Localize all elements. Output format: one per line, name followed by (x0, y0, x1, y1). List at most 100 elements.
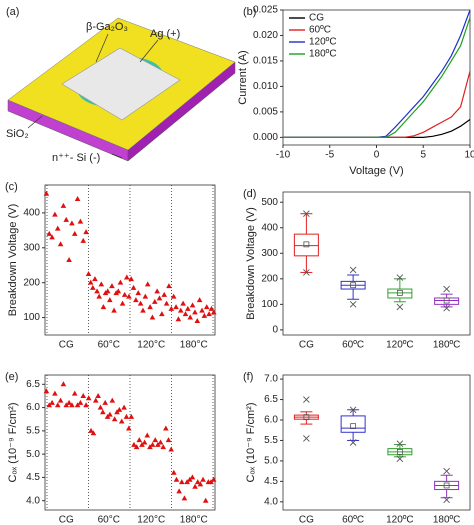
point (178, 479, 185, 485)
point (142, 293, 149, 299)
point (117, 279, 124, 285)
point (135, 290, 142, 296)
point (121, 291, 128, 297)
x-tick-label: 5 (420, 150, 426, 161)
x-axis-title: Voltage (V) (349, 165, 403, 177)
point (126, 425, 132, 431)
point (144, 281, 151, 287)
point (94, 288, 100, 294)
point (124, 274, 130, 280)
point (147, 304, 153, 310)
y-tick-label: 200 (261, 273, 278, 284)
point (149, 441, 156, 447)
ag-electrode (61, 47, 181, 121)
box (387, 288, 413, 299)
x-tick-label: 60°C (98, 515, 120, 525)
y-tick-label: 0.015 (253, 56, 278, 67)
y-axis-title: Breakdown Voltage (V) (7, 204, 19, 317)
y-tick-label: 6.0 (264, 415, 278, 426)
point (69, 402, 75, 408)
y-tick-label: 100 (261, 299, 278, 310)
y-tick-label: 4.5 (26, 472, 40, 483)
legend-label: 60ºC (309, 25, 331, 36)
y-tick-label: 300 (261, 248, 278, 259)
label: β-Ga₂O₃ (86, 21, 128, 33)
label: SiO₂ (6, 128, 29, 140)
point (206, 311, 212, 317)
y-tick-label: 0.025 (253, 5, 278, 16)
panel-label: (d) (243, 188, 256, 200)
mean (303, 241, 310, 248)
x-tick-label: 120ºC (386, 515, 414, 525)
y-tick-label: 5.0 (26, 449, 40, 460)
point (175, 316, 182, 322)
point (77, 399, 84, 405)
point (144, 432, 151, 438)
y-tick-label: 5.5 (264, 435, 278, 446)
point (57, 397, 64, 403)
series-line (283, 70, 471, 138)
point (71, 390, 78, 396)
point (88, 427, 94, 433)
extreme-marker (303, 269, 310, 276)
point (87, 279, 94, 285)
point (119, 300, 126, 306)
x-tick-label: 180°C (180, 515, 208, 525)
point (83, 229, 89, 235)
x-tick-label: CG (59, 340, 74, 351)
extreme-marker (396, 303, 404, 311)
point (189, 474, 196, 480)
point (180, 300, 186, 306)
x-tick-label: 180ºC (433, 340, 461, 351)
y-tick-label: 0 (272, 325, 278, 336)
point (52, 211, 58, 217)
plot-frame (282, 374, 471, 511)
point (111, 307, 117, 313)
point (163, 425, 169, 431)
point (111, 416, 118, 422)
y-tick-label: 0.000 (253, 132, 278, 143)
point (177, 307, 184, 313)
point (131, 441, 137, 447)
point (182, 311, 189, 317)
point (69, 220, 75, 226)
point (151, 298, 158, 304)
extreme-marker (443, 304, 450, 312)
point (141, 439, 148, 445)
x-tick-label: -5 (325, 150, 334, 161)
point (46, 230, 53, 236)
point (63, 216, 70, 222)
point (104, 288, 111, 294)
point (200, 476, 206, 482)
extreme-marker (443, 285, 450, 293)
point (98, 281, 105, 287)
mean (396, 449, 403, 455)
point (128, 276, 134, 282)
x-tick-label: CG (59, 515, 74, 525)
x-tick-label: 0 (374, 150, 380, 161)
y-axis-title: Current (A) (237, 50, 249, 104)
point (116, 406, 123, 412)
point (60, 381, 67, 387)
point (168, 446, 174, 452)
mean (350, 282, 357, 289)
point (197, 481, 204, 487)
extreme-marker (396, 274, 404, 281)
legend-label: 180ºC (309, 49, 337, 60)
point (80, 237, 87, 243)
point (49, 234, 55, 240)
point (43, 388, 50, 394)
point (85, 270, 92, 276)
point (128, 413, 135, 419)
y-tick-label: 7.0 (264, 374, 278, 385)
point (77, 218, 84, 224)
x-tick-label: 60ºC (342, 515, 364, 525)
y-tick-label: 100 (23, 312, 40, 323)
x-tick-label: 180ºC (433, 515, 461, 525)
x-tick-label: CG (299, 340, 314, 351)
point (96, 293, 102, 299)
point (57, 241, 64, 247)
y-tick-label: 6.0 (26, 402, 40, 413)
extreme-marker (349, 301, 357, 308)
point (85, 395, 92, 401)
